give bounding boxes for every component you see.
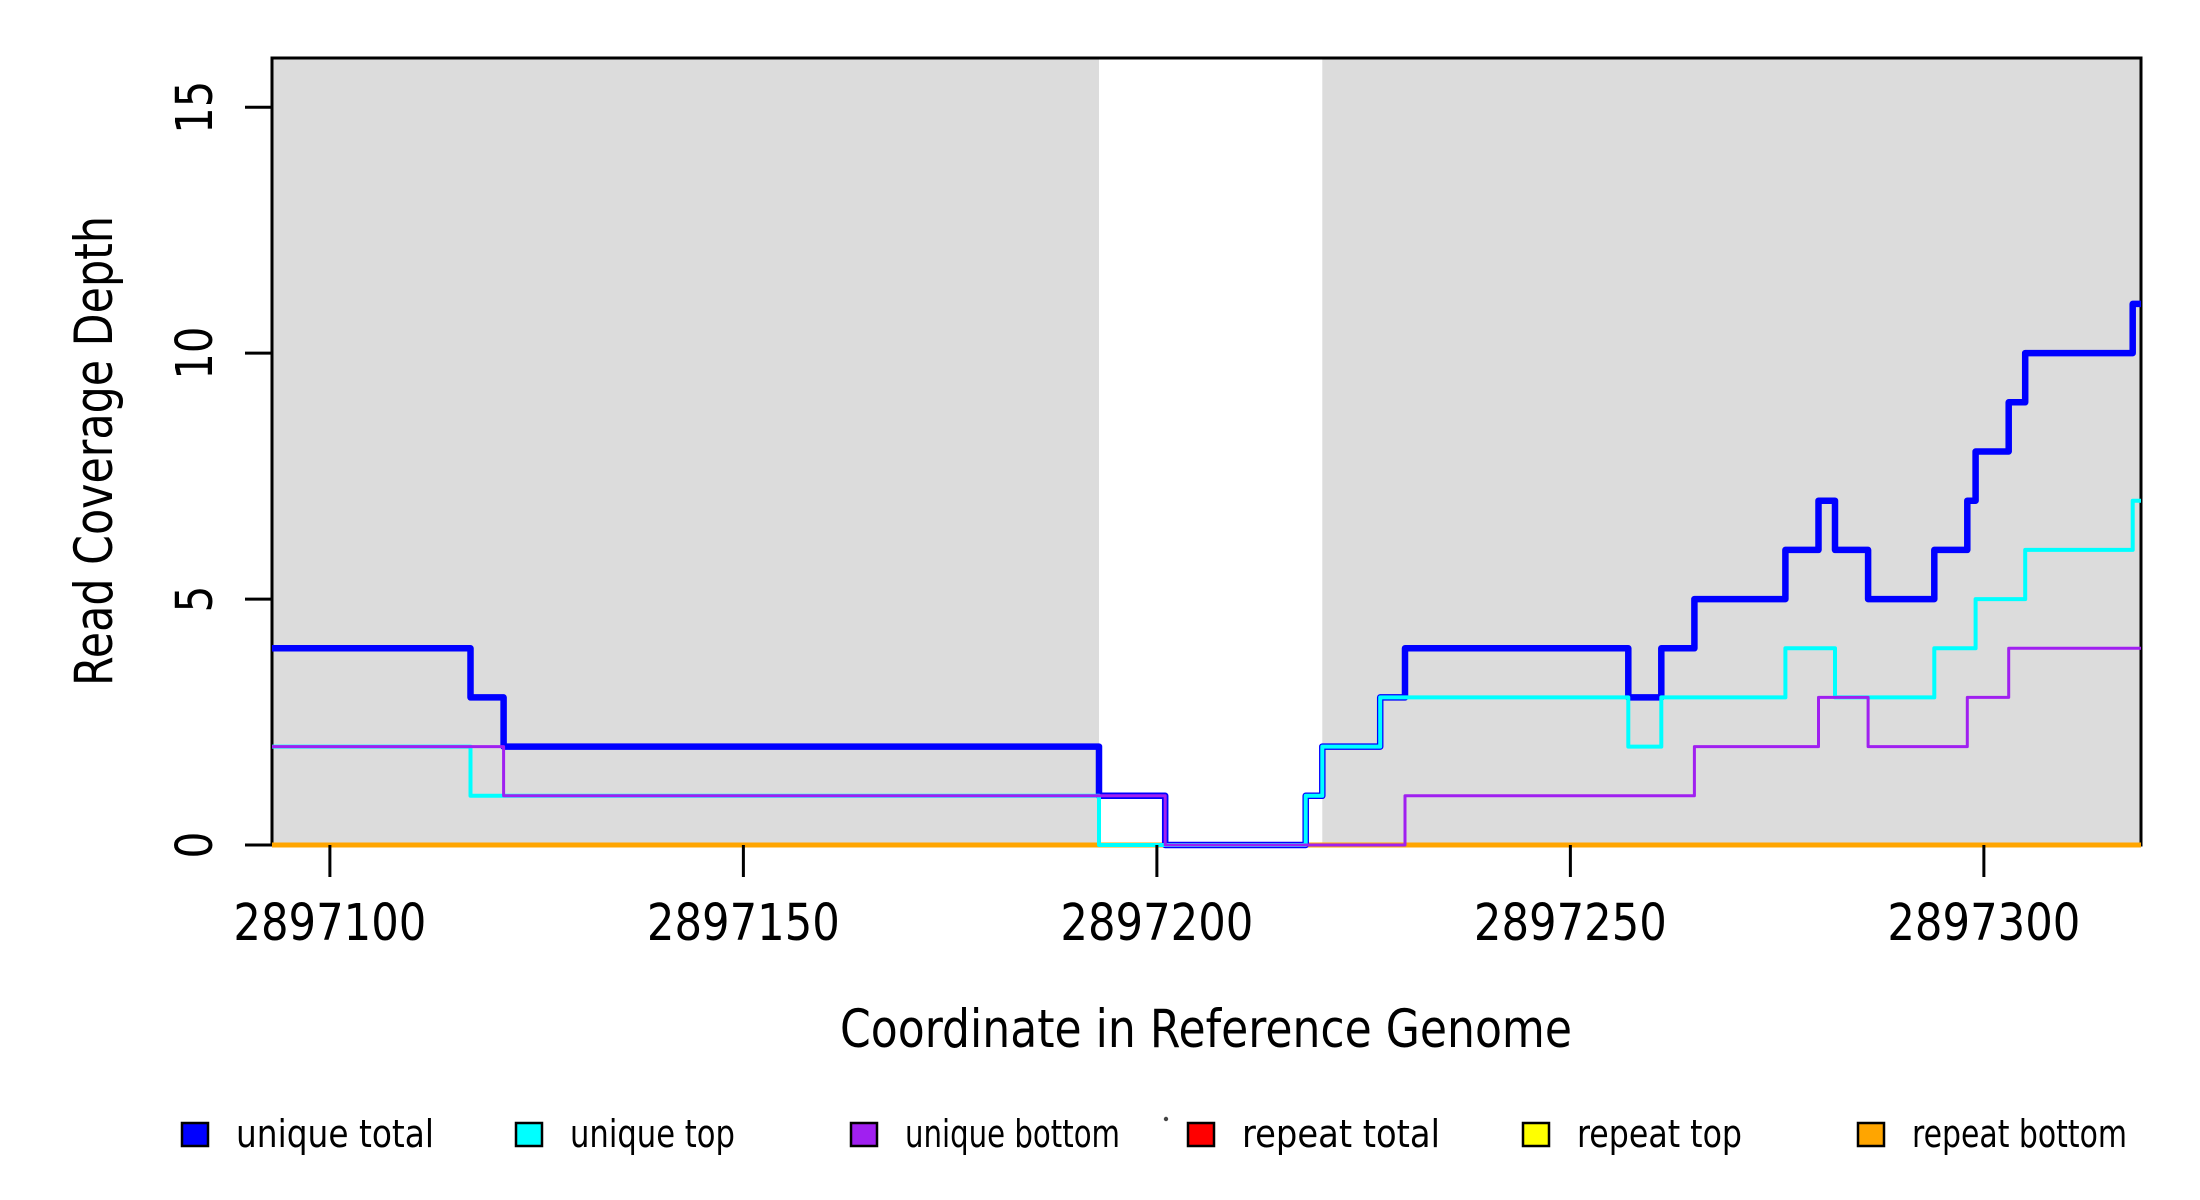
y-tick-label: 0 (166, 832, 225, 859)
x-tick-label: 2897300 (1887, 894, 2080, 953)
stray-dot (1163, 1116, 1169, 1122)
axes-group: 2897100 2897150 2897200 2897250 2897300 0 5 10 1… (166, 81, 2080, 953)
legend-entry-unique-bottom: unique bottom (849, 1112, 1120, 1156)
legend-entry-unique-total: unique total (180, 1112, 434, 1156)
y-tick-label: 10 (166, 327, 225, 380)
legend-swatch-unique-top (514, 1121, 544, 1148)
legend-swatch-unique-bottom (849, 1121, 879, 1148)
x-tick-label: 2897200 (1060, 894, 1253, 953)
legend-swatch-unique-total (180, 1121, 210, 1148)
legend-label-unique-bottom: unique bottom (905, 1112, 1120, 1156)
legend-label-repeat-top: repeat top (1577, 1112, 1742, 1156)
legend: unique total unique top unique bottom repea… (180, 1112, 2127, 1156)
legend-swatch-repeat-top (1521, 1121, 1551, 1148)
legend-label-unique-top: unique top (570, 1112, 735, 1156)
shaded-region (1322, 58, 2141, 845)
legend-label-repeat-total: repeat total (1242, 1112, 1440, 1156)
x-tick-label: 2897150 (647, 894, 840, 953)
y-tick-label: 15 (166, 81, 225, 134)
series-line-unique-bottom (272, 646, 2141, 847)
shaded-regions-group (272, 58, 2141, 845)
legend-entry-repeat-total: repeat total (1186, 1112, 1440, 1156)
x-axis-title: Coordinate in Reference Genome (840, 999, 1572, 1060)
legend-entry-repeat-bottom: repeat bottom (1856, 1112, 2127, 1156)
legend-entry-unique-top: unique top (514, 1112, 735, 1156)
x-tick-label: 2897100 (233, 894, 426, 953)
y-tick-label: 5 (166, 586, 225, 613)
legend-entry-repeat-top: repeat top (1521, 1112, 1742, 1156)
shaded-region (272, 58, 1099, 845)
x-tick-label: 2897250 (1474, 894, 1667, 953)
legend-label-unique-total: unique total (236, 1112, 434, 1156)
legend-swatch-repeat-total (1186, 1121, 1216, 1148)
y-axis-title: Read Coverage Depth (64, 216, 125, 686)
legend-swatch-repeat-bottom (1856, 1121, 1886, 1148)
legend-label-repeat-bottom: repeat bottom (1912, 1112, 2127, 1156)
series-group (272, 300, 2141, 849)
